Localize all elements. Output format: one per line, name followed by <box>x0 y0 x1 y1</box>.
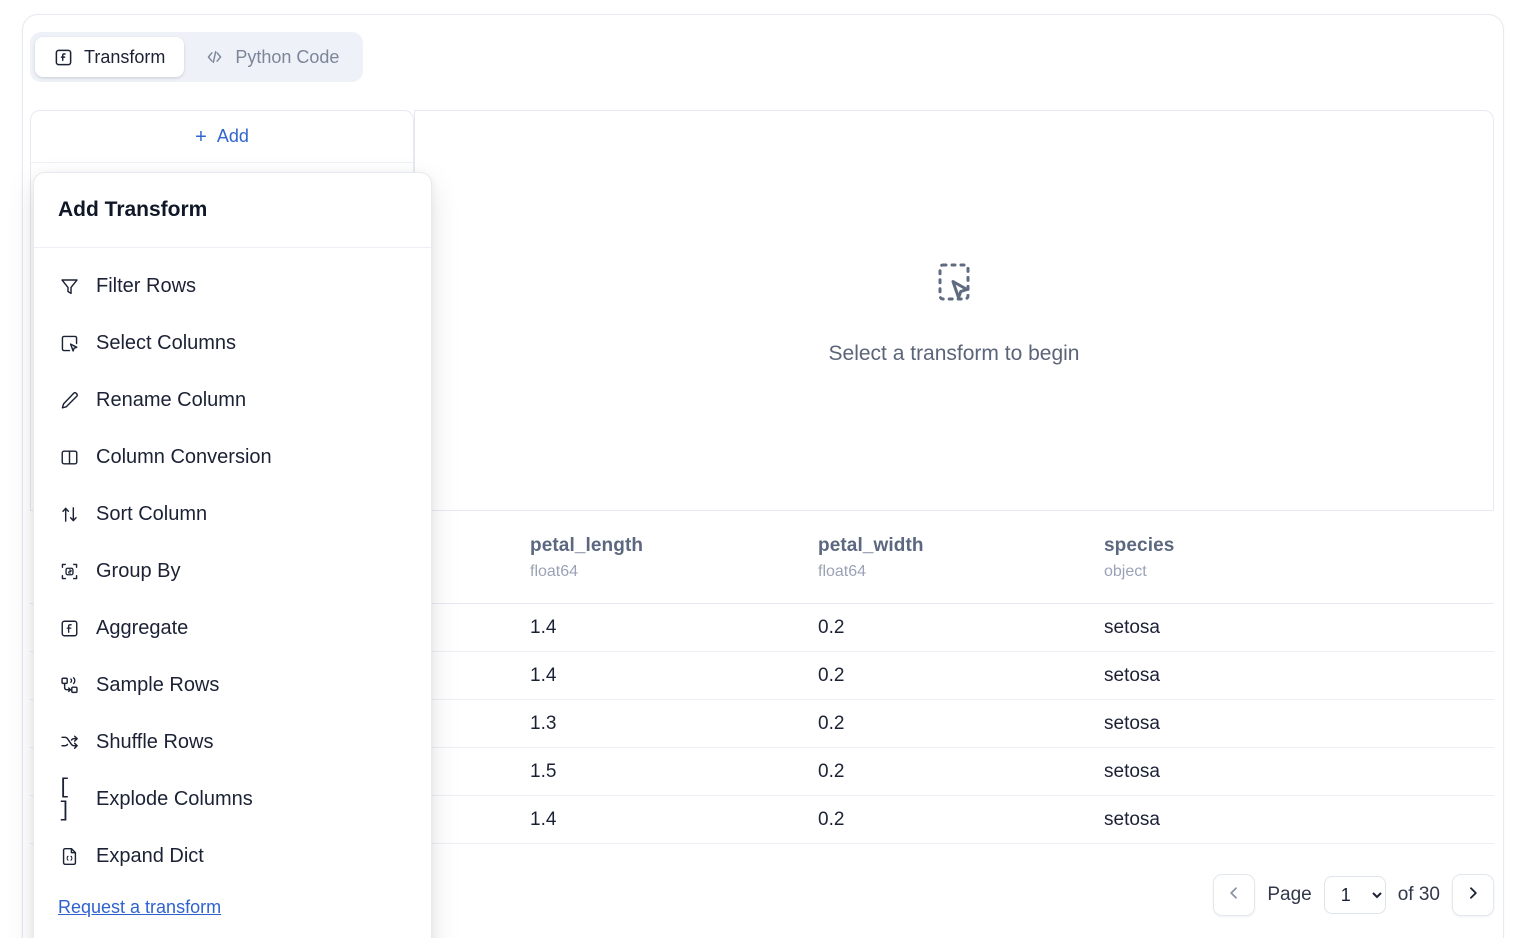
columns-icon <box>58 447 80 469</box>
function-box-icon <box>54 48 73 67</box>
pencil-icon <box>58 390 80 412</box>
popover-footer: Request a transform <box>34 885 431 918</box>
popover-header: Add Transform <box>34 173 431 248</box>
shuffle-icon <box>58 732 80 754</box>
add-transform-button[interactable]: + Add <box>31 111 413 163</box>
menu-item-label: Sample Rows <box>96 674 220 696</box>
select-columns-icon <box>58 333 80 355</box>
cell: 0.2 <box>818 603 1104 652</box>
page-label: Page <box>1267 884 1312 905</box>
menu-item-rename-column[interactable]: Rename Column <box>34 372 431 429</box>
cell: 1.4 <box>530 651 818 700</box>
column-header-petal-width[interactable]: petal_width float64 <box>818 511 1104 604</box>
menu-item-label: Explode Columns <box>96 788 253 810</box>
chevron-right-icon <box>1465 885 1481 906</box>
menu-item-group-by[interactable]: Group By <box>34 543 431 600</box>
menu-item-aggregate[interactable]: Aggregate <box>34 600 431 657</box>
column-name: species <box>1104 535 1175 556</box>
add-button-label: Add <box>216 126 249 146</box>
menu-item-label: Select Columns <box>96 332 237 354</box>
menu-item-expand-dict[interactable]: Expand Dict <box>34 828 431 885</box>
menu-item-label: Column Conversion <box>96 446 272 468</box>
menu-item-label: Rename Column <box>96 389 247 411</box>
funnel-icon <box>58 276 80 298</box>
panel-table-divider <box>30 510 1494 511</box>
menu-item-shuffle-rows[interactable]: Shuffle Rows <box>34 714 431 771</box>
transform-config-panel: Select a transform to begin <box>414 110 1494 510</box>
sample-rows-icon <box>58 675 80 697</box>
cell: 0.2 <box>818 651 1104 700</box>
data-table: width petal_length float64 petal_width f… <box>30 511 1494 844</box>
column-name: petal_width <box>818 535 924 556</box>
cell: 1.3 <box>530 699 818 748</box>
page-total-label: of 30 <box>1397 884 1440 905</box>
add-transform-popover: Add Transform Filter Rows Select <box>33 172 432 938</box>
menu-item-explode-columns[interactable]: [ ] Explode Columns <box>34 771 431 828</box>
menu-item-sample-rows[interactable]: Sample Rows <box>34 657 431 714</box>
menu-item-label: Expand Dict <box>96 845 204 867</box>
cell: 0.2 <box>818 795 1104 844</box>
sort-arrows-icon <box>58 504 80 526</box>
column-dtype: float64 <box>530 563 579 580</box>
select-cursor-icon <box>926 256 982 312</box>
empty-state-text: Select a transform to begin <box>828 341 1080 365</box>
brackets-icon: [ ] <box>58 776 71 823</box>
file-braces-icon <box>58 846 80 868</box>
pagination: Page 1 of 30 <box>1213 874 1494 916</box>
cell: 1.4 <box>530 795 818 844</box>
transform-options-list: Filter Rows Select Columns Rename C <box>34 248 431 918</box>
menu-item-sort-column[interactable]: Sort Column <box>34 486 431 543</box>
menu-item-filter-rows[interactable]: Filter Rows <box>34 258 431 315</box>
popover-title: Add Transform <box>58 198 208 221</box>
request-transform-link[interactable]: Request a transform <box>58 897 222 917</box>
menu-item-select-columns[interactable]: Select Columns <box>34 315 431 372</box>
cell: setosa <box>1104 747 1494 796</box>
cell: 1.4 <box>530 603 818 652</box>
cell: 0.2 <box>818 747 1104 796</box>
chevron-left-icon <box>1226 885 1242 906</box>
table-body: 1.4 0.2 setosa 1.4 0.2 setosa 1.3 0.2 se <box>30 603 1494 844</box>
cell: setosa <box>1104 795 1494 844</box>
column-dtype: object <box>1104 563 1147 580</box>
cell: setosa <box>1104 699 1494 748</box>
group-by-icon <box>58 561 80 583</box>
next-page-button[interactable] <box>1452 874 1494 916</box>
cell: setosa <box>1104 651 1494 700</box>
column-header-petal-length[interactable]: petal_length float64 <box>530 511 818 604</box>
column-header-species[interactable]: species object <box>1104 511 1494 604</box>
tab-transform[interactable]: Transform <box>35 37 185 77</box>
column-dtype: float64 <box>818 563 867 580</box>
cell: 0.2 <box>818 699 1104 748</box>
cell: setosa <box>1104 603 1494 652</box>
tab-python-code[interactable]: Python Code <box>186 37 358 77</box>
menu-item-label: Aggregate <box>96 617 189 639</box>
column-name: petal_length <box>530 535 644 556</box>
function-box-icon <box>58 618 80 640</box>
page-select[interactable]: 1 <box>1323 876 1386 914</box>
menu-item-label: Group By <box>96 560 181 582</box>
code-brackets-icon <box>205 48 224 67</box>
tab-transform-label: Transform <box>84 46 166 67</box>
menu-item-label: Filter Rows <box>96 275 197 297</box>
tab-bar: Transform Python Code <box>30 32 364 82</box>
menu-item-label: Sort Column <box>96 503 208 525</box>
cell: 1.5 <box>530 747 818 796</box>
tab-python-code-label: Python Code <box>235 46 340 67</box>
prev-page-button[interactable] <box>1213 874 1256 916</box>
menu-item-label: Shuffle Rows <box>96 731 214 753</box>
menu-item-column-conversion[interactable]: Column Conversion <box>34 429 431 486</box>
plus-icon: + <box>195 125 207 148</box>
